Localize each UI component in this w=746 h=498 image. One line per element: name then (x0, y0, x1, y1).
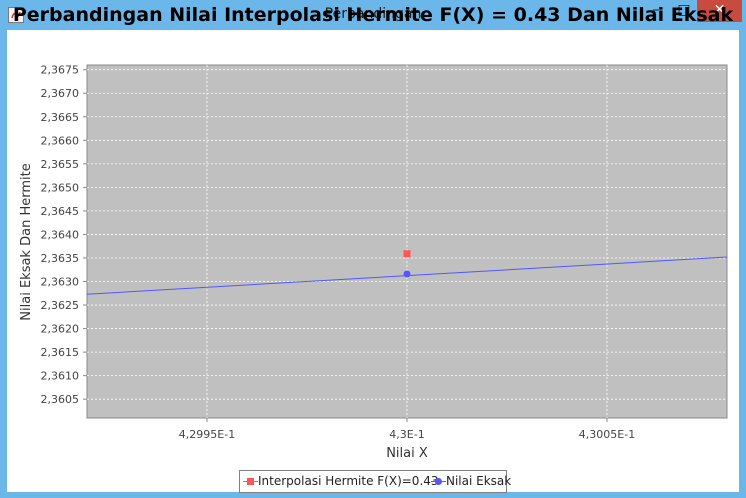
x-tick-label: 4,2995E-1 (179, 428, 235, 441)
java-app-icon (8, 7, 24, 23)
y-tick-label: 2,3620 (41, 323, 80, 336)
x-axis-label: Nilai X (386, 446, 428, 461)
chart-legend: Interpolasi Hermite F(X)=0.43 Nilai Eksa… (239, 470, 511, 493)
window-title: Perbandingan (324, 6, 422, 22)
legend-item-eksak: Nilai Eksak (431, 474, 512, 488)
close-button[interactable]: ✕ (697, 0, 742, 22)
y-tick-label: 2,3605 (41, 393, 80, 406)
series-layer (86, 250, 728, 295)
title-bar[interactable]: Perbandingan – □ ✕ (0, 0, 746, 30)
x-tick-label: 4,3005E-1 (579, 428, 635, 441)
y-tick-label: 2,3655 (41, 158, 80, 171)
legend-label-hermite: Interpolasi Hermite F(X)=0.43 (258, 474, 439, 488)
legend-label-eksak: Nilai Eksak (446, 474, 512, 488)
legend-item-hermite: Interpolasi Hermite F(X)=0.43 (243, 474, 439, 488)
y-axis-ticks: 2,3605 2,3610 2,3615 2,3620 2,3625 2,3630 2,36… (41, 64, 87, 406)
chart-title: Perbandingan Nilai Interpolasi Hermite F… (12, 4, 734, 26)
maximize-button[interactable]: □ (677, 2, 691, 18)
x-tick-label: 4,3E-1 (389, 428, 424, 441)
data-point-hermite (403, 250, 411, 258)
y-tick-label: 2,3670 (41, 87, 80, 100)
y-tick-label: 2,3675 (41, 64, 80, 77)
y-tick-label: 2,3610 (41, 370, 80, 383)
y-tick-label: 2,3640 (41, 228, 80, 241)
x-axis-ticks: 4,2995E-1 4,3E-1 4,3005E-1 (179, 418, 635, 441)
y-tick-label: 2,3630 (41, 276, 80, 289)
grid-lines (87, 65, 727, 418)
y-axis-label: Nilai Eksak Dan Hermite (19, 163, 34, 320)
y-tick-label: 2,3645 (41, 205, 80, 218)
y-tick-label: 2,3625 (41, 299, 80, 312)
y-tick-label: 2,3660 (41, 134, 80, 147)
y-tick-label: 2,3665 (41, 111, 80, 124)
legend-circle-marker-icon (431, 478, 446, 485)
data-point-eksak (403, 270, 411, 278)
minimize-button[interactable]: – (652, 2, 660, 18)
legend-square-marker-icon (243, 478, 258, 485)
y-tick-label: 2,3650 (41, 181, 80, 194)
y-tick-label: 2,3635 (41, 252, 80, 265)
y-tick-label: 2,3615 (41, 346, 80, 359)
